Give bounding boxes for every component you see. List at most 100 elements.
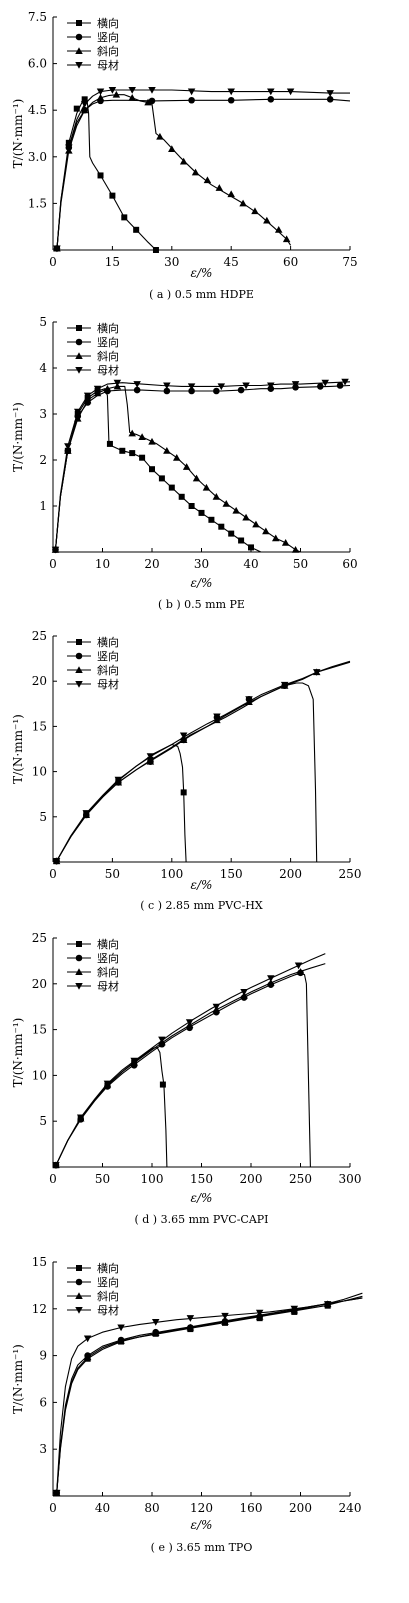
data-point <box>227 96 235 104</box>
data-point <box>119 447 126 454</box>
data-point <box>178 493 185 500</box>
data-point <box>133 381 141 388</box>
x-tick-label: 240 <box>339 1501 362 1515</box>
chart-panel: 0 40 80 120 160 200 240 3 6 9 12 15 ε/% T/(N·mm⁻¹) ( e… <box>11 1255 363 1554</box>
data-point <box>312 669 321 676</box>
legend-marker <box>75 62 83 69</box>
data-point <box>156 132 164 140</box>
data-point <box>133 386 141 394</box>
x-tick-label: 0 <box>49 867 57 881</box>
x-tick-label: 60 <box>342 557 357 571</box>
y-tick-label: 6 <box>39 1395 47 1409</box>
data-point <box>148 437 156 445</box>
x-tick-label: 20 <box>144 557 159 571</box>
series-line <box>55 1046 168 1168</box>
data-point <box>109 192 116 199</box>
data-point <box>128 87 136 94</box>
data-point <box>217 383 226 391</box>
series-line <box>56 1295 363 1493</box>
y-tick-label: 15 <box>32 1255 47 1269</box>
data-point <box>64 443 72 450</box>
x-tick-label: 120 <box>190 1501 213 1515</box>
data-point <box>208 516 215 523</box>
legend-entry: 竖向 <box>97 335 119 349</box>
data-point <box>114 776 123 784</box>
legend-marker <box>75 338 83 346</box>
data-point <box>294 962 303 970</box>
data-point <box>168 145 176 153</box>
x-axis-label: ε/% <box>191 1191 213 1205</box>
chart-panel: 0 10 20 30 40 50 60 1 2 3 4 5 ε/% T/(N·mm⁻¹) ( b ) 0.5… <box>11 315 358 611</box>
data-point <box>186 1323 195 1331</box>
data-point <box>121 214 128 221</box>
data-point <box>228 530 235 537</box>
series-line <box>56 660 351 862</box>
x-tick-label: 75 <box>342 255 357 269</box>
data-point <box>263 216 271 224</box>
data-point <box>286 88 295 96</box>
y-tick-label: 4.5 <box>28 103 47 117</box>
data-point <box>215 184 224 191</box>
legend-marker <box>75 1292 83 1299</box>
data-point <box>129 450 136 457</box>
legend-entry: 斜向 <box>97 44 119 58</box>
legend-marker <box>75 666 83 673</box>
legend-entry: 斜向 <box>97 349 119 363</box>
data-point <box>52 1162 60 1169</box>
x-tick-label: 45 <box>224 255 239 269</box>
data-point <box>179 157 188 165</box>
data-point <box>221 1312 229 1320</box>
data-point <box>227 190 235 198</box>
data-point <box>188 96 195 104</box>
data-point <box>232 506 240 514</box>
legend-marker <box>75 1307 83 1314</box>
data-point <box>188 387 195 395</box>
legend-entry: 母材 <box>97 58 119 72</box>
x-axis-label: ε/% <box>191 266 213 280</box>
data-point <box>267 382 275 390</box>
data-point <box>180 789 187 796</box>
data-point <box>291 545 300 553</box>
x-tick-label: 80 <box>144 1501 159 1515</box>
data-point <box>76 1114 85 1122</box>
legend-entry: 横向 <box>97 937 119 951</box>
data-point <box>274 226 283 233</box>
data-point <box>182 463 191 470</box>
y-tick-label: 6.0 <box>28 57 47 71</box>
x-axis-label: ε/% <box>191 878 213 892</box>
data-point <box>148 97 156 105</box>
legend-entry: 斜向 <box>97 1289 119 1303</box>
data-point <box>198 509 205 516</box>
series-line <box>56 661 351 862</box>
legend-entry: 母材 <box>97 1303 119 1317</box>
data-point <box>242 382 250 390</box>
series-line <box>54 384 351 550</box>
x-tick-label: 30 <box>194 557 209 571</box>
data-point <box>238 537 245 544</box>
data-point <box>203 176 212 184</box>
x-tick-label: 150 <box>220 867 243 881</box>
data-point <box>239 199 247 207</box>
x-tick-label: 40 <box>243 557 258 571</box>
data-point <box>144 98 152 106</box>
data-point <box>80 106 89 114</box>
y-axis-label: T/(N·mm⁻¹) <box>11 714 25 784</box>
data-point <box>51 546 60 554</box>
data-point <box>291 381 300 388</box>
data-point <box>163 447 171 454</box>
series-line <box>55 953 326 1166</box>
data-point <box>248 544 254 551</box>
data-point <box>326 90 334 97</box>
x-tick-label: 200 <box>289 1501 312 1515</box>
data-point <box>52 1489 61 1497</box>
data-point <box>103 1080 112 1088</box>
data-point <box>83 1353 92 1361</box>
series-line <box>56 94 292 249</box>
x-tick-label: 50 <box>95 1172 110 1186</box>
y-tick-label: 20 <box>32 977 47 991</box>
figure-caption: ( e ) 3.65 mm TPO <box>151 1541 253 1554</box>
legend-entry: 横向 <box>97 1261 119 1275</box>
